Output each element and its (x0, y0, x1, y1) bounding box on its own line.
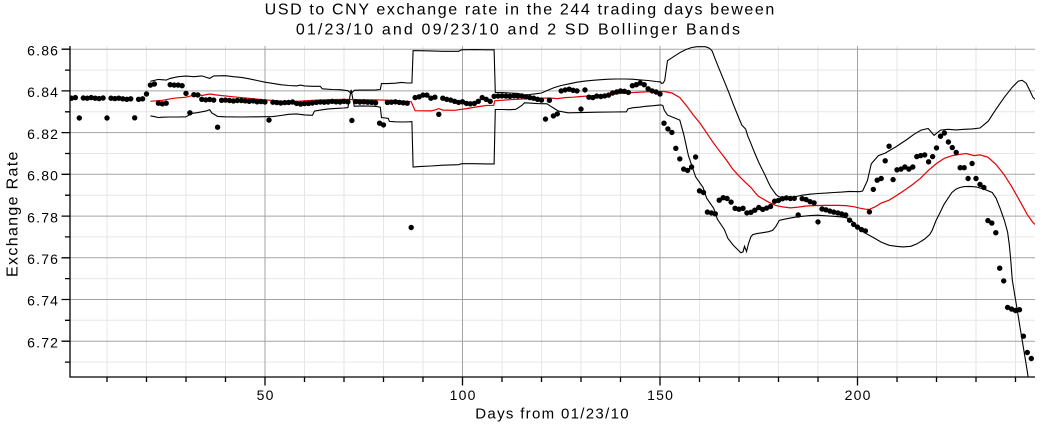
svg-text:Exchange Rate: Exchange Rate (5, 150, 22, 277)
svg-text:6.80: 6.80 (27, 168, 59, 184)
svg-text:Days from 01/23/10: Days from 01/23/10 (475, 405, 630, 422)
svg-text:200: 200 (845, 387, 872, 403)
svg-text:100: 100 (450, 387, 477, 403)
svg-text:6.72: 6.72 (27, 334, 59, 350)
svg-text:6.76: 6.76 (27, 251, 59, 267)
svg-text:6.78: 6.78 (27, 209, 59, 225)
svg-text:6.84: 6.84 (27, 84, 59, 100)
svg-text:6.82: 6.82 (27, 126, 59, 142)
svg-text:USD to CNY exchange rate in th: USD to CNY exchange rate in the 244 trad… (265, 2, 776, 19)
svg-text:50: 50 (257, 387, 275, 403)
svg-text:6.86: 6.86 (27, 42, 59, 58)
svg-text:150: 150 (647, 387, 674, 403)
svg-text:6.74: 6.74 (27, 293, 59, 309)
svg-text:01/23/10 and 09/23/10 and 2 SD: 01/23/10 and 09/23/10 and 2 SD Bollinger… (296, 21, 742, 38)
